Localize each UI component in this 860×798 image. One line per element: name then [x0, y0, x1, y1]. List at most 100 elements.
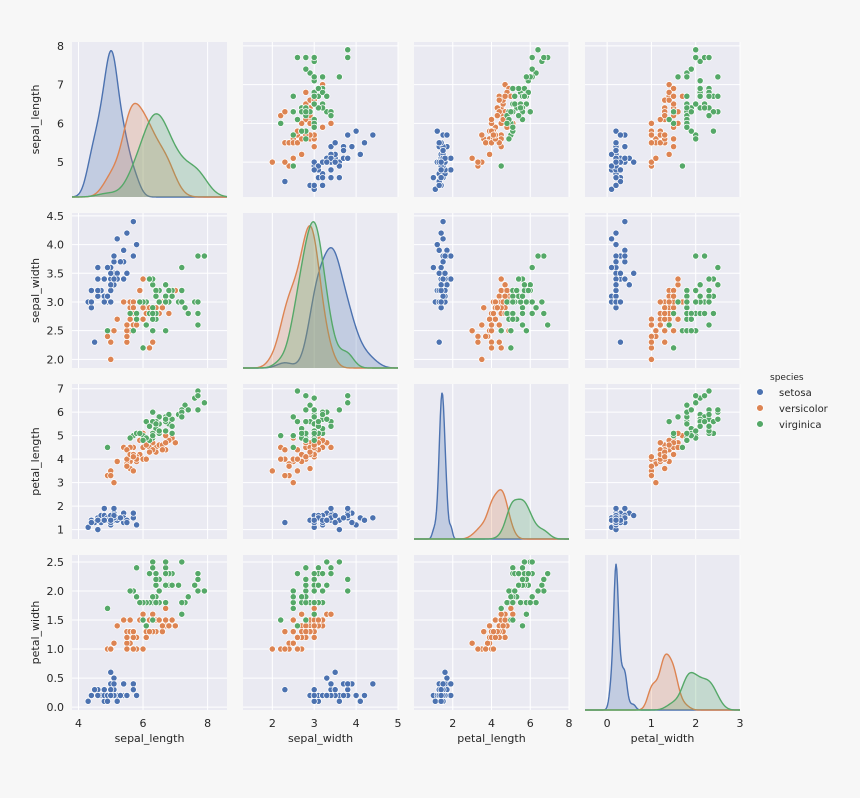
point-virginica	[104, 604, 111, 612]
point-versicolor	[268, 158, 276, 166]
point-virginica	[168, 581, 176, 589]
point-versicolor	[482, 332, 490, 340]
point-versicolor	[123, 633, 131, 641]
point-versicolor	[656, 139, 664, 147]
point-setosa	[616, 131, 624, 139]
point-virginica	[534, 46, 542, 54]
point-setosa	[435, 269, 443, 277]
point-setosa	[437, 166, 445, 174]
point-virginica	[705, 275, 713, 283]
point-virginica	[289, 443, 297, 451]
point-virginica	[517, 599, 525, 607]
point-virginica	[168, 422, 176, 430]
legend-label-setosa: setosa	[779, 388, 812, 399]
point-setosa	[612, 287, 620, 294]
point-virginica	[129, 327, 137, 335]
point-setosa	[612, 275, 620, 283]
point-virginica	[670, 310, 678, 317]
point-setosa	[612, 516, 620, 524]
point-virginica	[302, 65, 310, 73]
point-setosa	[87, 519, 95, 527]
point-virginica	[136, 599, 144, 607]
point-setosa	[110, 275, 118, 283]
point-versicolor	[294, 139, 301, 147]
point-virginica	[310, 610, 318, 618]
ylabel-petal_length: petal_length	[29, 427, 42, 495]
point-virginica	[515, 275, 523, 283]
kde-fill-versicolor	[585, 654, 740, 710]
point-virginica	[509, 315, 517, 323]
point-virginica	[526, 599, 534, 607]
point-versicolor	[478, 355, 486, 363]
point-virginica	[509, 85, 517, 92]
point-virginica	[509, 123, 517, 131]
point-virginica	[714, 92, 722, 100]
point-setosa	[630, 269, 638, 277]
point-setosa	[608, 185, 616, 193]
point-virginica	[302, 418, 310, 426]
point-setosa	[621, 143, 629, 151]
point-setosa	[87, 692, 95, 699]
point-versicolor	[501, 281, 509, 289]
point-virginica	[200, 399, 208, 407]
point-virginica	[162, 292, 170, 300]
point-setosa	[110, 252, 118, 260]
point-virginica	[692, 399, 700, 407]
point-setosa	[335, 526, 343, 534]
point-versicolor	[488, 344, 495, 352]
point-versicolor	[647, 344, 655, 352]
point-setosa	[281, 178, 289, 185]
xlabel-petal_width: petal_width	[631, 732, 695, 745]
point-versicolor	[647, 462, 655, 470]
point-virginica	[194, 392, 202, 400]
point-setosa	[437, 174, 445, 182]
point-virginica	[319, 88, 327, 96]
point-virginica	[289, 162, 297, 170]
point-setosa	[87, 298, 95, 306]
ytick-label: 5	[57, 156, 64, 169]
point-virginica	[683, 292, 691, 300]
point-virginica	[683, 436, 691, 444]
point-virginica	[319, 73, 327, 81]
point-versicolor	[674, 275, 682, 283]
point-virginica	[194, 575, 202, 583]
point-versicolor	[129, 467, 137, 475]
xtick-label: 6	[527, 717, 534, 730]
point-virginica	[152, 599, 160, 607]
panel-petal_width-vs-petal_length: 2 4 6 8 petal_length	[414, 555, 573, 745]
point-setosa	[616, 298, 624, 306]
point-virginica	[687, 310, 695, 317]
point-versicolor	[294, 645, 301, 653]
point-virginica	[683, 104, 691, 112]
point-virginica	[503, 599, 511, 607]
point-virginica	[310, 570, 318, 578]
point-setosa	[331, 512, 339, 519]
point-versicolor	[268, 467, 276, 475]
point-versicolor	[319, 123, 327, 131]
point-versicolor	[647, 119, 655, 127]
point-setosa	[107, 668, 115, 676]
xlabel-sepal_width: sepal_width	[288, 732, 353, 745]
ytick-label: 6	[57, 117, 64, 130]
point-setosa	[94, 692, 102, 699]
point-setosa	[437, 229, 445, 237]
point-versicolor	[110, 479, 118, 487]
point-versicolor	[107, 645, 115, 653]
point-setosa	[113, 269, 121, 277]
ytick-label: 4.0	[47, 239, 65, 252]
point-setosa	[369, 514, 377, 522]
panel-petal_length-vs-sepal_width	[243, 384, 399, 539]
point-virginica	[149, 593, 157, 601]
point-virginica	[323, 581, 331, 589]
point-virginica	[194, 406, 202, 414]
point-setosa	[331, 139, 339, 147]
point-virginica	[705, 112, 713, 120]
kde-fill-virginica	[72, 113, 227, 197]
point-setosa	[429, 174, 437, 182]
point-versicolor	[647, 158, 655, 166]
point-virginica	[314, 85, 322, 92]
point-setosa	[310, 697, 318, 705]
point-versicolor	[507, 604, 515, 612]
point-virginica	[534, 587, 542, 595]
kde-fill-versicolor	[72, 103, 227, 197]
